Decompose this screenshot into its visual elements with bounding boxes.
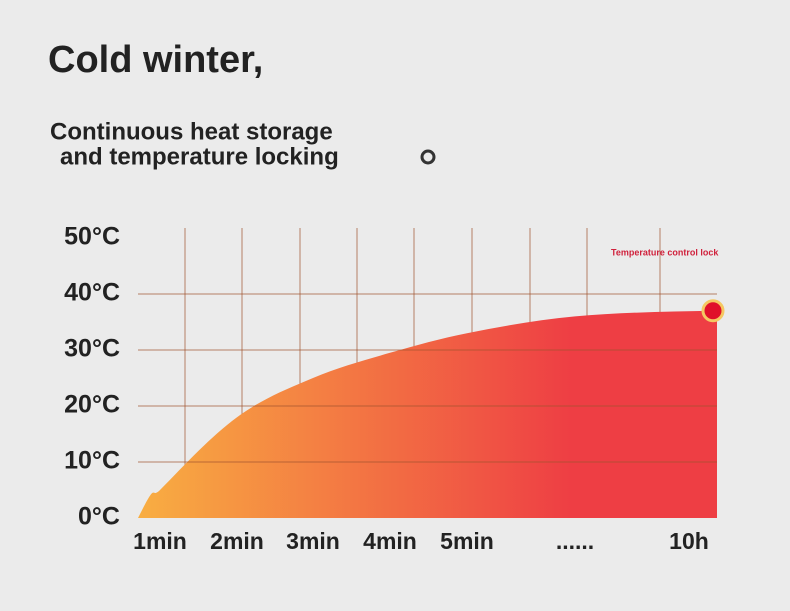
- y-tick-label: 0°C: [78, 503, 120, 531]
- x-tick-label: 3min: [286, 528, 340, 554]
- x-tick-label: 5min: [440, 528, 494, 554]
- y-tick-label: 40°C: [64, 279, 120, 307]
- end-marker: [701, 299, 725, 323]
- subtitle: and temperature locking: [60, 143, 339, 170]
- y-tick-label: 50°C: [64, 223, 120, 251]
- icon: [420, 149, 436, 165]
- chart-title: Cold winter,: [48, 39, 263, 81]
- x-tick-label: 1min: [133, 528, 187, 554]
- y-tick-label: 20°C: [64, 391, 120, 419]
- x-tick-label: ......: [556, 528, 594, 554]
- x-tick-label: 10h: [669, 528, 709, 554]
- x-tick-label: 4min: [363, 528, 417, 554]
- area: [138, 310, 717, 518]
- x-tick-label: 2min: [210, 528, 264, 554]
- subtitle: Continuous heat storage: [50, 118, 333, 145]
- annotation: Temperature control lock: [611, 247, 719, 257]
- y-tick-label: 10°C: [64, 447, 120, 475]
- y-tick-label: 30°C: [64, 335, 120, 363]
